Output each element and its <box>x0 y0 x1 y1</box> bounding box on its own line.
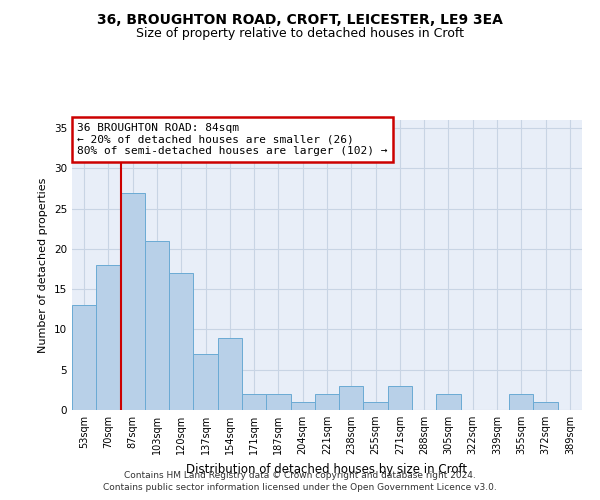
Bar <box>509 394 533 410</box>
Bar <box>72 306 96 410</box>
Bar <box>121 192 145 410</box>
Text: 36 BROUGHTON ROAD: 84sqm
← 20% of detached houses are smaller (26)
80% of semi-d: 36 BROUGHTON ROAD: 84sqm ← 20% of detach… <box>77 123 388 156</box>
Bar <box>436 394 461 410</box>
Y-axis label: Number of detached properties: Number of detached properties <box>38 178 49 352</box>
Text: Contains public sector information licensed under the Open Government Licence v3: Contains public sector information licen… <box>103 484 497 492</box>
Text: Contains HM Land Registry data © Crown copyright and database right 2024.: Contains HM Land Registry data © Crown c… <box>124 471 476 480</box>
Bar <box>533 402 558 410</box>
Text: 36, BROUGHTON ROAD, CROFT, LEICESTER, LE9 3EA: 36, BROUGHTON ROAD, CROFT, LEICESTER, LE… <box>97 12 503 26</box>
Bar <box>388 386 412 410</box>
Bar <box>315 394 339 410</box>
Bar <box>290 402 315 410</box>
Bar <box>145 241 169 410</box>
Bar <box>339 386 364 410</box>
Bar <box>218 338 242 410</box>
Text: Size of property relative to detached houses in Croft: Size of property relative to detached ho… <box>136 28 464 40</box>
X-axis label: Distribution of detached houses by size in Croft: Distribution of detached houses by size … <box>187 462 467 475</box>
Bar <box>169 273 193 410</box>
Bar <box>96 265 121 410</box>
Bar <box>266 394 290 410</box>
Bar <box>364 402 388 410</box>
Bar <box>242 394 266 410</box>
Bar <box>193 354 218 410</box>
